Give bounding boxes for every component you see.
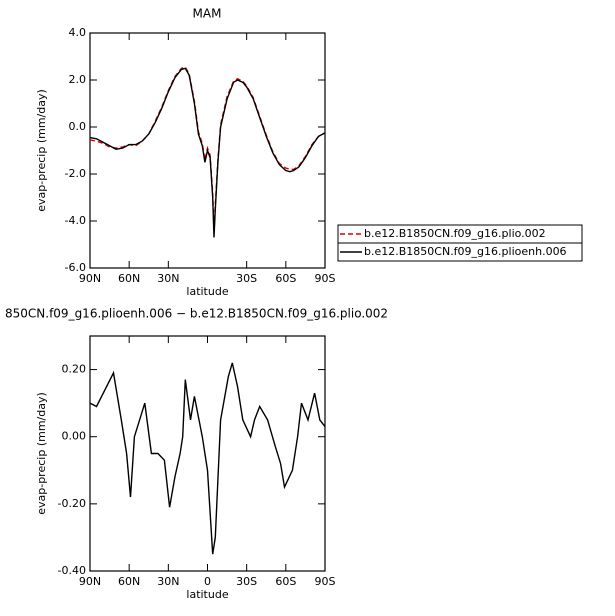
y-tick-label: -2.0	[65, 167, 86, 180]
x-tick-label: 30N	[157, 575, 179, 588]
y-tick-label: 4.0	[69, 26, 87, 39]
x-axis-label: latitude	[186, 588, 228, 601]
x-tick-label: 90S	[315, 272, 336, 285]
x-tick-label: 60N	[118, 575, 140, 588]
y-tick-label: -0.40	[58, 564, 86, 577]
x-tick-label: 60S	[275, 575, 296, 588]
legend-box	[337, 242, 583, 262]
x-axis-label: latitude	[186, 285, 228, 298]
x-tick-label: 90N	[79, 272, 101, 285]
data-line	[89, 67, 326, 238]
y-tick-label: 0.00	[62, 430, 87, 443]
x-tick-label: 60N	[118, 272, 140, 285]
y-tick-label: -0.20	[58, 497, 86, 510]
plot-frame	[89, 32, 326, 269]
chart-title: MAM	[193, 7, 222, 21]
plot-frame	[89, 335, 326, 572]
x-tick-label: 30S	[236, 575, 257, 588]
x-tick-label: 60S	[275, 272, 296, 285]
y-tick-label: 0.20	[62, 363, 87, 376]
y-axis-label: evap-precip (mm/day)	[35, 392, 48, 515]
x-tick-label: 90S	[315, 575, 336, 588]
y-tick-label: -6.0	[65, 261, 86, 274]
x-tick-label: 90N	[79, 575, 101, 588]
x-tick-label: 30N	[157, 272, 179, 285]
y-axis-label: evap-precip (mm/day)	[35, 89, 48, 212]
legend-label: b.e12.B1850CN.f09_g16.plioenh.006	[364, 245, 567, 258]
y-tick-label: 2.0	[69, 73, 87, 86]
legend-label: b.e12.B1850CN.f09_g16.plio.002	[364, 227, 546, 240]
y-tick-label: 0.0	[69, 120, 87, 133]
x-tick-label: 0	[204, 575, 211, 588]
x-tick-label: 30S	[236, 272, 257, 285]
y-tick-label: -4.0	[65, 214, 86, 227]
data-line	[89, 362, 326, 555]
chart-title: 850CN.f09_g16.plioenh.006 − b.e12.B1850C…	[5, 307, 388, 321]
